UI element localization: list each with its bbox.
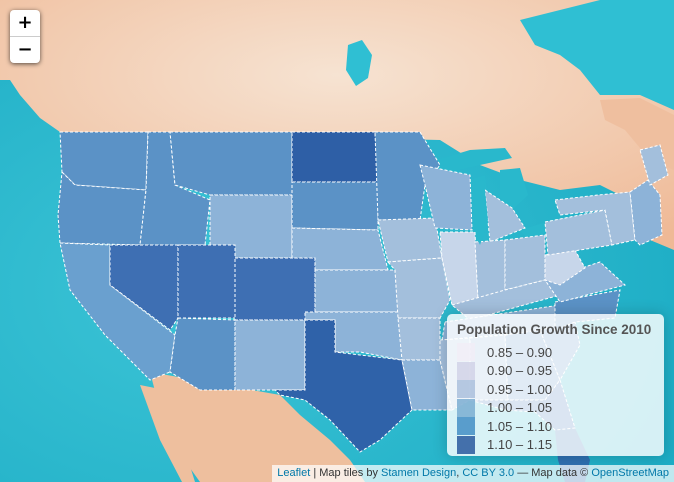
legend-item: 0.85 – 0.90 xyxy=(457,343,654,362)
legend-swatch xyxy=(457,361,475,380)
state-montana[interactable] xyxy=(169,131,293,196)
leaflet-link[interactable]: Leaflet xyxy=(277,467,311,479)
state-michigan[interactable] xyxy=(484,189,526,243)
state-north-dakota[interactable] xyxy=(291,131,379,183)
legend-swatch xyxy=(457,417,475,436)
state-arkansas[interactable] xyxy=(397,317,441,361)
state-maine[interactable] xyxy=(639,144,669,186)
legend-label: 0.85 – 0.90 xyxy=(487,344,553,360)
lake-superior xyxy=(420,148,512,172)
state-oregon[interactable] xyxy=(57,170,147,246)
attribution: Leaflet | Map tiles by Stamen Design, CC… xyxy=(272,465,674,482)
gulf-st-lawrence xyxy=(520,0,674,110)
mexico-land xyxy=(150,372,365,482)
zoom-in-button[interactable]: + xyxy=(10,10,40,36)
lake-huron xyxy=(500,168,528,210)
canada-land xyxy=(0,0,674,250)
legend-item: 1.00 – 1.05 xyxy=(457,398,654,418)
baja-peninsula xyxy=(140,385,195,482)
northern-lake xyxy=(346,40,372,86)
legend-label: 0.95 – 1.00 xyxy=(487,381,553,397)
stamen-link[interactable]: Stamen Design xyxy=(381,467,457,479)
states-layer xyxy=(57,131,669,453)
state-iowa[interactable] xyxy=(377,217,443,263)
state-virginia[interactable] xyxy=(544,261,627,303)
zoom-out-button[interactable]: − xyxy=(10,36,40,63)
legend-swatch xyxy=(457,398,475,417)
attribution-text: , xyxy=(456,467,463,479)
state-new-york[interactable] xyxy=(554,191,636,246)
attribution-text: — Map data © xyxy=(514,467,592,479)
attribution-text: | Map tiles by xyxy=(310,467,382,479)
plus-icon: + xyxy=(17,12,33,33)
legend-swatch xyxy=(457,343,475,362)
state-colorado[interactable] xyxy=(234,257,316,321)
legend-item: 0.90 – 0.95 xyxy=(457,361,654,381)
legend-label: 1.05 – 1.10 xyxy=(487,418,553,434)
osm-link[interactable]: OpenStreetMap xyxy=(591,467,669,479)
state-texas[interactable] xyxy=(273,319,413,453)
legend-swatch xyxy=(457,380,475,399)
legend-label: 1.10 – 1.15 xyxy=(487,437,553,453)
state-california[interactable] xyxy=(59,242,176,381)
lake-michigan-overlay xyxy=(474,180,488,245)
state-nevada[interactable] xyxy=(109,244,179,331)
state-south-dakota[interactable] xyxy=(291,181,379,231)
legend-label: 0.90 – 0.95 xyxy=(487,363,553,379)
minus-icon: − xyxy=(17,39,33,60)
license-link[interactable]: CC BY 3.0 xyxy=(462,467,515,479)
legend: Population Growth Since 2010 0.85 – 0.90… xyxy=(447,314,664,456)
state-new-england[interactable] xyxy=(629,179,663,246)
legend-swatch xyxy=(457,435,475,454)
state-kansas[interactable] xyxy=(314,269,399,313)
state-wisconsin[interactable] xyxy=(419,164,473,231)
zoom-control: + − xyxy=(10,10,40,63)
state-louisiana[interactable] xyxy=(401,359,453,411)
state-washington[interactable] xyxy=(59,131,149,191)
legend-item: 0.95 – 1.00 xyxy=(457,380,654,399)
legend-label: 1.00 – 1.05 xyxy=(487,400,553,416)
state-new-mexico[interactable] xyxy=(234,319,306,391)
legend-item: 1.10 – 1.15 xyxy=(457,435,654,455)
legend-item: 1.05 – 1.10 xyxy=(457,417,654,436)
legend-title: Population Growth Since 2010 xyxy=(457,322,652,337)
